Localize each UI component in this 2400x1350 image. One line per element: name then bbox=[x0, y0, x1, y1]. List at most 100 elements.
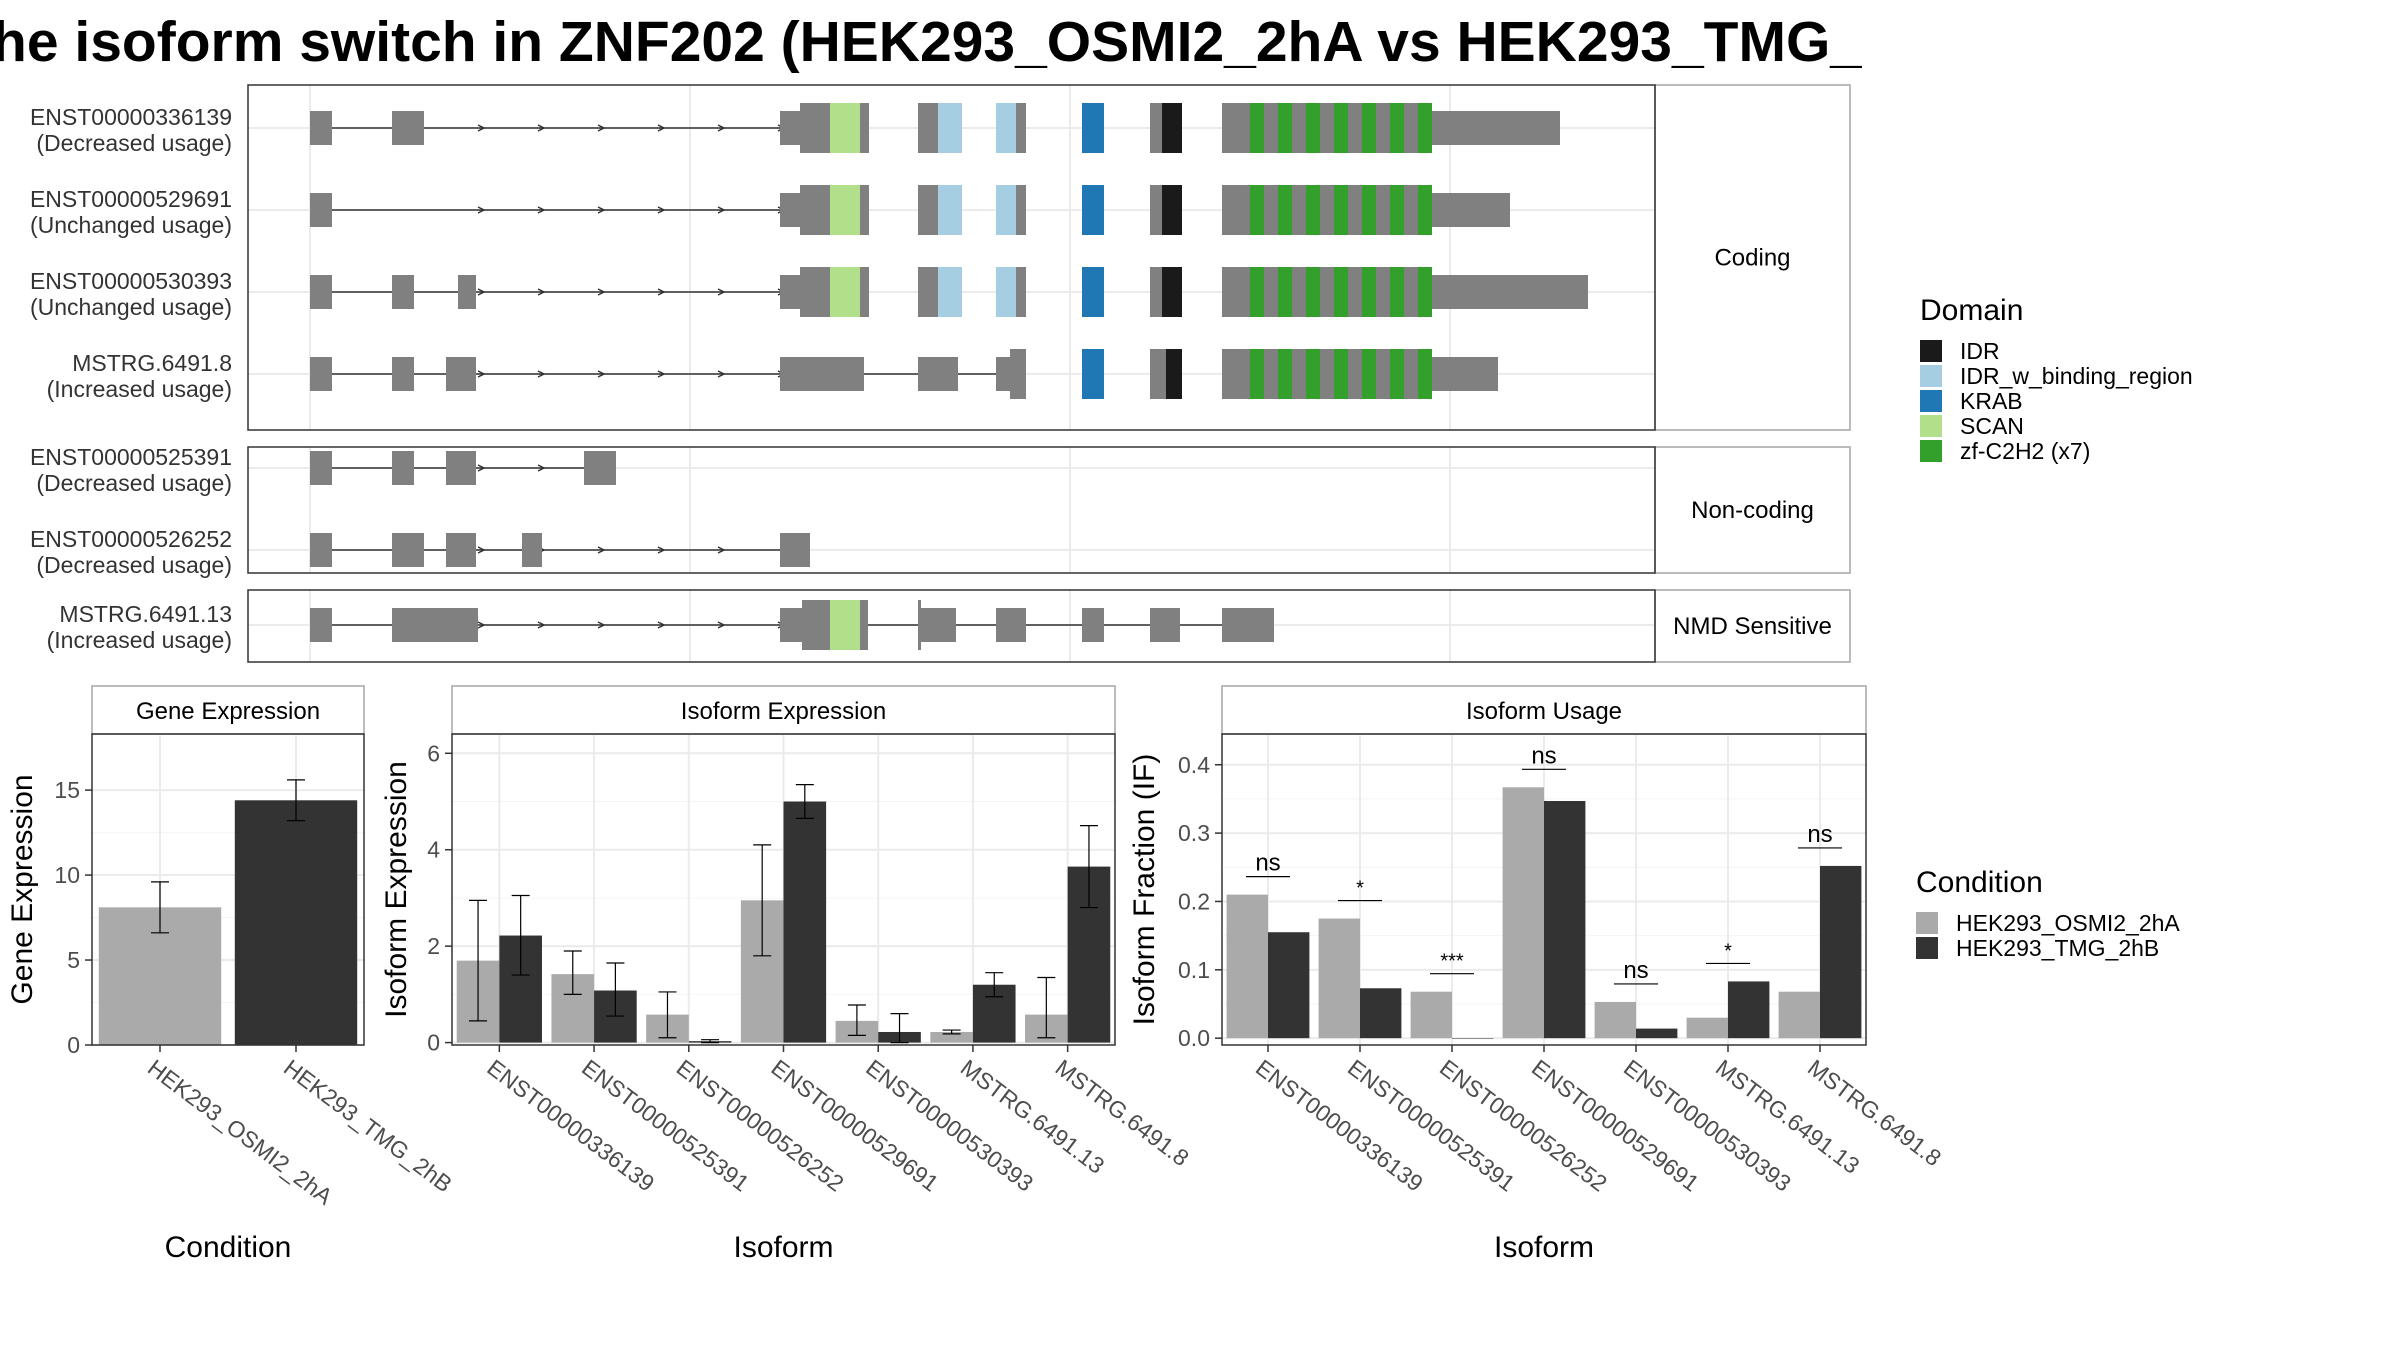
protein-domain-idr_w_binding_region bbox=[938, 185, 962, 235]
exon bbox=[1016, 185, 1026, 235]
legend-title: Condition bbox=[1916, 866, 2043, 899]
protein-domain-krab bbox=[1082, 185, 1104, 235]
protein-domain-krab bbox=[1082, 267, 1104, 317]
protein-domain-zf-c2h2 bbox=[1418, 103, 1432, 153]
legend-label: SCAN bbox=[1960, 413, 2024, 439]
protein-domain-zf-c2h2 bbox=[1334, 267, 1348, 317]
legend-swatch bbox=[1916, 937, 1938, 959]
bar bbox=[1686, 1017, 1728, 1039]
exon bbox=[918, 267, 938, 317]
x-tick-label: ENST00000530393 bbox=[861, 1054, 1038, 1196]
protein-domain-idr_w_binding_region bbox=[996, 185, 1016, 235]
protein-domain-idr bbox=[1162, 185, 1182, 235]
bar bbox=[1226, 894, 1268, 1039]
panel-strip bbox=[91, 685, 365, 735]
exon bbox=[1010, 349, 1026, 399]
transcript-usage-label: (Increased usage) bbox=[47, 627, 232, 653]
exon bbox=[446, 451, 476, 485]
exon bbox=[1222, 267, 1250, 317]
legend-label: IDR_w_binding_region bbox=[1960, 363, 2193, 389]
intron-direction-arrow bbox=[657, 546, 666, 554]
exon bbox=[860, 267, 869, 317]
protein-domain-zf-c2h2 bbox=[1390, 185, 1404, 235]
protein-domain-zf-c2h2 bbox=[1362, 103, 1376, 153]
y-tick-label: 0.0 bbox=[1178, 1025, 1210, 1051]
y-tick-label: 10 bbox=[54, 862, 80, 888]
intron-direction-arrow bbox=[477, 288, 486, 296]
intron-direction-arrow bbox=[717, 370, 726, 378]
panel-border bbox=[91, 733, 365, 1046]
exon bbox=[1222, 608, 1274, 642]
panel-strip-title: Isoform Usage bbox=[1466, 698, 1622, 725]
transcript-usage-label: (Unchanged usage) bbox=[30, 212, 232, 238]
significance-label: *** bbox=[1440, 951, 1464, 973]
y-axis-label: Isoform Expression bbox=[380, 761, 413, 1018]
protein-domain-idr_w_binding_region bbox=[996, 103, 1016, 153]
intron-direction-arrow bbox=[537, 621, 546, 629]
protein-domain-zf-c2h2 bbox=[1250, 185, 1264, 235]
x-axis-label: Isoform bbox=[1494, 1231, 1594, 1264]
protein-domain-scan bbox=[830, 600, 860, 650]
exon bbox=[1430, 275, 1588, 309]
exon bbox=[1430, 111, 1560, 145]
significance-label: ns bbox=[1807, 821, 1832, 848]
transcript-usage-label: (Decreased usage) bbox=[36, 552, 232, 578]
protein-domain-zf-c2h2 bbox=[1278, 267, 1292, 317]
gene-expression-panel: Gene Expression051015HEK293_OSMI2_2hAHEK… bbox=[6, 685, 457, 1264]
intron-direction-arrow bbox=[597, 288, 606, 296]
structure-panel-border bbox=[247, 446, 1656, 574]
protein-domain-idr_w_binding_region bbox=[938, 267, 962, 317]
protein-domain-idr_w_binding_region bbox=[938, 103, 962, 153]
exon bbox=[1150, 608, 1180, 642]
intron-direction-arrow bbox=[477, 546, 486, 554]
significance-label: ns bbox=[1531, 742, 1556, 769]
bar bbox=[1452, 1038, 1494, 1039]
y-axis-label: Gene Expression bbox=[6, 774, 39, 1004]
exon bbox=[1016, 103, 1026, 153]
y-tick-label: 15 bbox=[54, 777, 80, 803]
exon bbox=[1016, 267, 1026, 317]
exon bbox=[1222, 185, 1250, 235]
exon bbox=[1150, 185, 1162, 235]
transcript-id-label: ENST00000525391 bbox=[30, 444, 232, 470]
bar bbox=[1820, 865, 1862, 1039]
intron-direction-arrow bbox=[477, 621, 486, 629]
exon bbox=[310, 608, 332, 642]
panel-strip bbox=[1221, 685, 1867, 735]
exon bbox=[310, 533, 332, 567]
intron-direction-arrow bbox=[717, 621, 726, 629]
x-tick-label: ENST00000525391 bbox=[577, 1054, 754, 1196]
exon bbox=[522, 533, 542, 567]
protein-domain-zf-c2h2 bbox=[1278, 349, 1292, 399]
exon bbox=[310, 357, 332, 391]
intron-direction-arrow bbox=[537, 464, 546, 472]
y-tick-label: 0 bbox=[427, 1030, 440, 1056]
intron-direction-arrow bbox=[657, 288, 666, 296]
protein-domain-idr bbox=[1166, 349, 1182, 399]
exon bbox=[584, 451, 616, 485]
intron-direction-arrow bbox=[537, 288, 546, 296]
exon bbox=[918, 185, 938, 235]
bar bbox=[1544, 800, 1586, 1039]
protein-domain-zf-c2h2 bbox=[1390, 267, 1404, 317]
significance-label: ns bbox=[1623, 957, 1648, 984]
structure-strip bbox=[1654, 446, 1851, 574]
structure-strip-label: Coding bbox=[1714, 245, 1790, 272]
intron-direction-arrow bbox=[657, 370, 666, 378]
y-tick-label: 0.4 bbox=[1178, 752, 1210, 778]
y-axis-label: Isoform Fraction (IF) bbox=[1128, 754, 1161, 1026]
exon bbox=[860, 103, 869, 153]
exon bbox=[446, 533, 476, 567]
x-tick-label: ENST00000529691 bbox=[766, 1054, 943, 1196]
protein-domain-zf-c2h2 bbox=[1306, 103, 1320, 153]
transcript-usage-label: (Decreased usage) bbox=[36, 470, 232, 496]
y-tick-label: 0.3 bbox=[1178, 820, 1210, 846]
bar bbox=[1360, 988, 1402, 1039]
legend-swatch bbox=[1920, 340, 1942, 362]
intron-direction-arrow bbox=[537, 206, 546, 214]
protein-domain-scan bbox=[830, 103, 860, 153]
y-tick-label: 4 bbox=[427, 837, 440, 863]
exon bbox=[392, 357, 414, 391]
exon bbox=[860, 600, 868, 650]
